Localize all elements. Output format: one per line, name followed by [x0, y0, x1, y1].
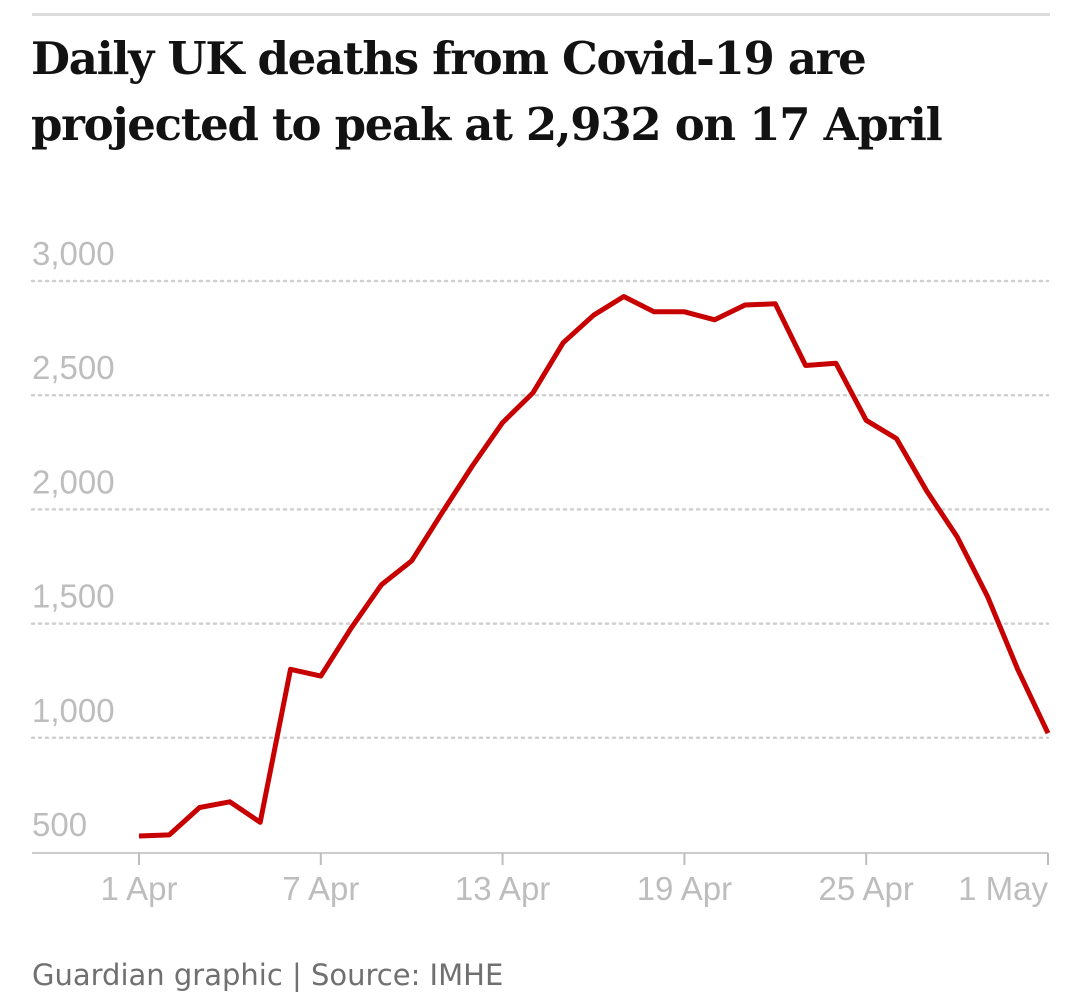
data-point [924, 489, 929, 494]
data-point [1046, 731, 1051, 736]
data-point [379, 582, 384, 587]
series-layer [137, 294, 1051, 839]
data-point [833, 361, 838, 366]
data-point [440, 510, 445, 515]
x-tick-label: 13 Apr [455, 870, 550, 907]
top-rule [32, 13, 1050, 16]
data-point [621, 294, 626, 299]
data-point [500, 420, 505, 425]
y-tick-labels: 500 1,000 1,500 2,000 2,500 3,000 [32, 235, 115, 843]
data-point [955, 534, 960, 539]
data-point [227, 799, 232, 804]
y-tick-label: 500 [32, 806, 87, 843]
data-point [773, 301, 778, 306]
data-point [167, 832, 172, 837]
data-point [712, 317, 717, 322]
y-tick-label: 2,000 [32, 463, 115, 500]
data-point [1015, 667, 1020, 672]
x-tick-label: 25 Apr [818, 870, 913, 907]
x-tick-label: 1 Apr [100, 870, 177, 907]
x-tick-label: 1 May [958, 870, 1048, 907]
y-tick-label: 1,500 [32, 578, 115, 615]
y-tick-label: 2,500 [32, 349, 115, 386]
chart-title: Daily UK deaths from Covid-19 are projec… [31, 32, 943, 151]
x-tick-label: 19 Apr [637, 870, 732, 907]
data-point [470, 464, 475, 469]
data-point [318, 674, 323, 679]
y-tick-label: 3,000 [32, 235, 115, 272]
data-point [530, 390, 535, 395]
data-point [409, 558, 414, 563]
data-point [743, 303, 748, 308]
data-point [561, 340, 566, 345]
x-tick-label: 7 Apr [282, 870, 359, 907]
gridlines [30, 279, 1050, 740]
data-point [682, 309, 687, 314]
data-point [591, 313, 596, 318]
data-point [349, 626, 354, 631]
series-line [138, 294, 1051, 839]
data-point [652, 309, 657, 314]
data-point [258, 820, 263, 825]
data-point [985, 594, 990, 599]
data-point [864, 418, 869, 423]
source-note: Guardian graphic | Source: IMHE [32, 958, 504, 992]
data-point [288, 667, 293, 672]
data-point [803, 363, 808, 368]
data-point [137, 834, 142, 839]
data-point [197, 805, 202, 810]
x-axis: 1 Apr 7 Apr 13 Apr 19 Apr 25 Apr 1 May [32, 852, 1049, 907]
y-tick-label: 1,000 [32, 692, 115, 729]
data-point [894, 436, 899, 441]
